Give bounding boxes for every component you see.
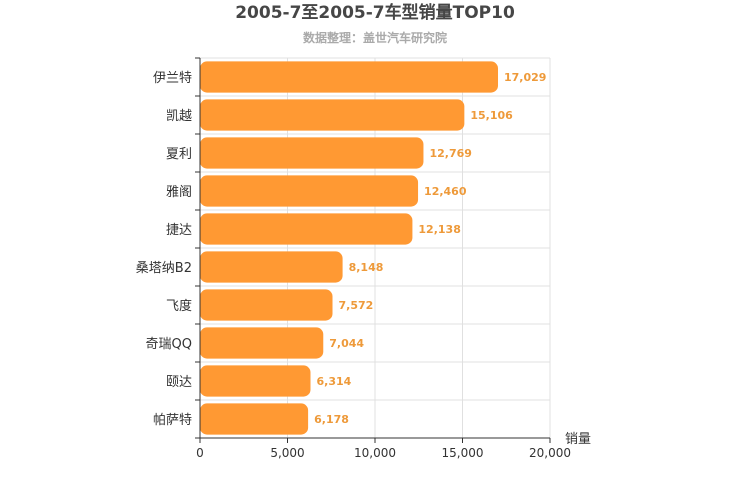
bar-value-label: 7,572 (339, 299, 374, 312)
bar-value-label: 12,460 (424, 185, 467, 198)
bar-value-label: 6,178 (314, 413, 349, 426)
bar (200, 213, 413, 245)
x-tick-label: 5,000 (270, 446, 304, 460)
bar-value-label: 6,314 (316, 375, 351, 388)
x-tick-label: 15,000 (442, 446, 484, 460)
bar (200, 365, 311, 397)
bar-value-label: 15,106 (470, 109, 513, 122)
category-label: 帕萨特 (153, 413, 192, 428)
bar-value-label: 8,148 (349, 261, 384, 274)
bar (200, 99, 465, 131)
category-label: 夏利 (166, 147, 192, 162)
bar (200, 61, 499, 93)
bar-value-label: 17,029 (504, 71, 546, 84)
bar (200, 251, 343, 283)
x-tick-label: 10,000 (354, 446, 396, 460)
chart-subtitle: 数据整理：盖世汽车研究院 (303, 30, 447, 45)
category-label: 伊兰特 (153, 71, 192, 86)
bar (200, 137, 424, 169)
bar-value-label: 12,138 (418, 223, 460, 236)
x-axis-name: 销量 (565, 432, 591, 447)
bar (200, 327, 324, 359)
x-tick-label: 20,000 (529, 446, 571, 460)
category-label: 捷达 (166, 223, 192, 238)
category-label: 凯越 (166, 109, 192, 124)
bar (200, 289, 333, 321)
category-label: 雅阁 (166, 185, 192, 200)
chart-title: 2005-7至2005-7车型销量TOP10 (235, 2, 515, 23)
category-label: 颐达 (166, 375, 192, 390)
grid-lines (200, 57, 551, 439)
category-label: 奇瑞QQ (146, 336, 192, 352)
bar (200, 403, 309, 435)
bar-value-label: 7,044 (329, 337, 364, 350)
category-label: 桑塔纳B2 (136, 261, 192, 276)
bar (200, 175, 419, 207)
bars-group: 17,029 15,106 12,769 12,460 12,138 8,148 7,572… (200, 61, 546, 435)
category-label: 飞度 (166, 298, 192, 314)
bar-value-label: 12,769 (429, 147, 471, 160)
x-tick-label: 0 (196, 446, 204, 460)
